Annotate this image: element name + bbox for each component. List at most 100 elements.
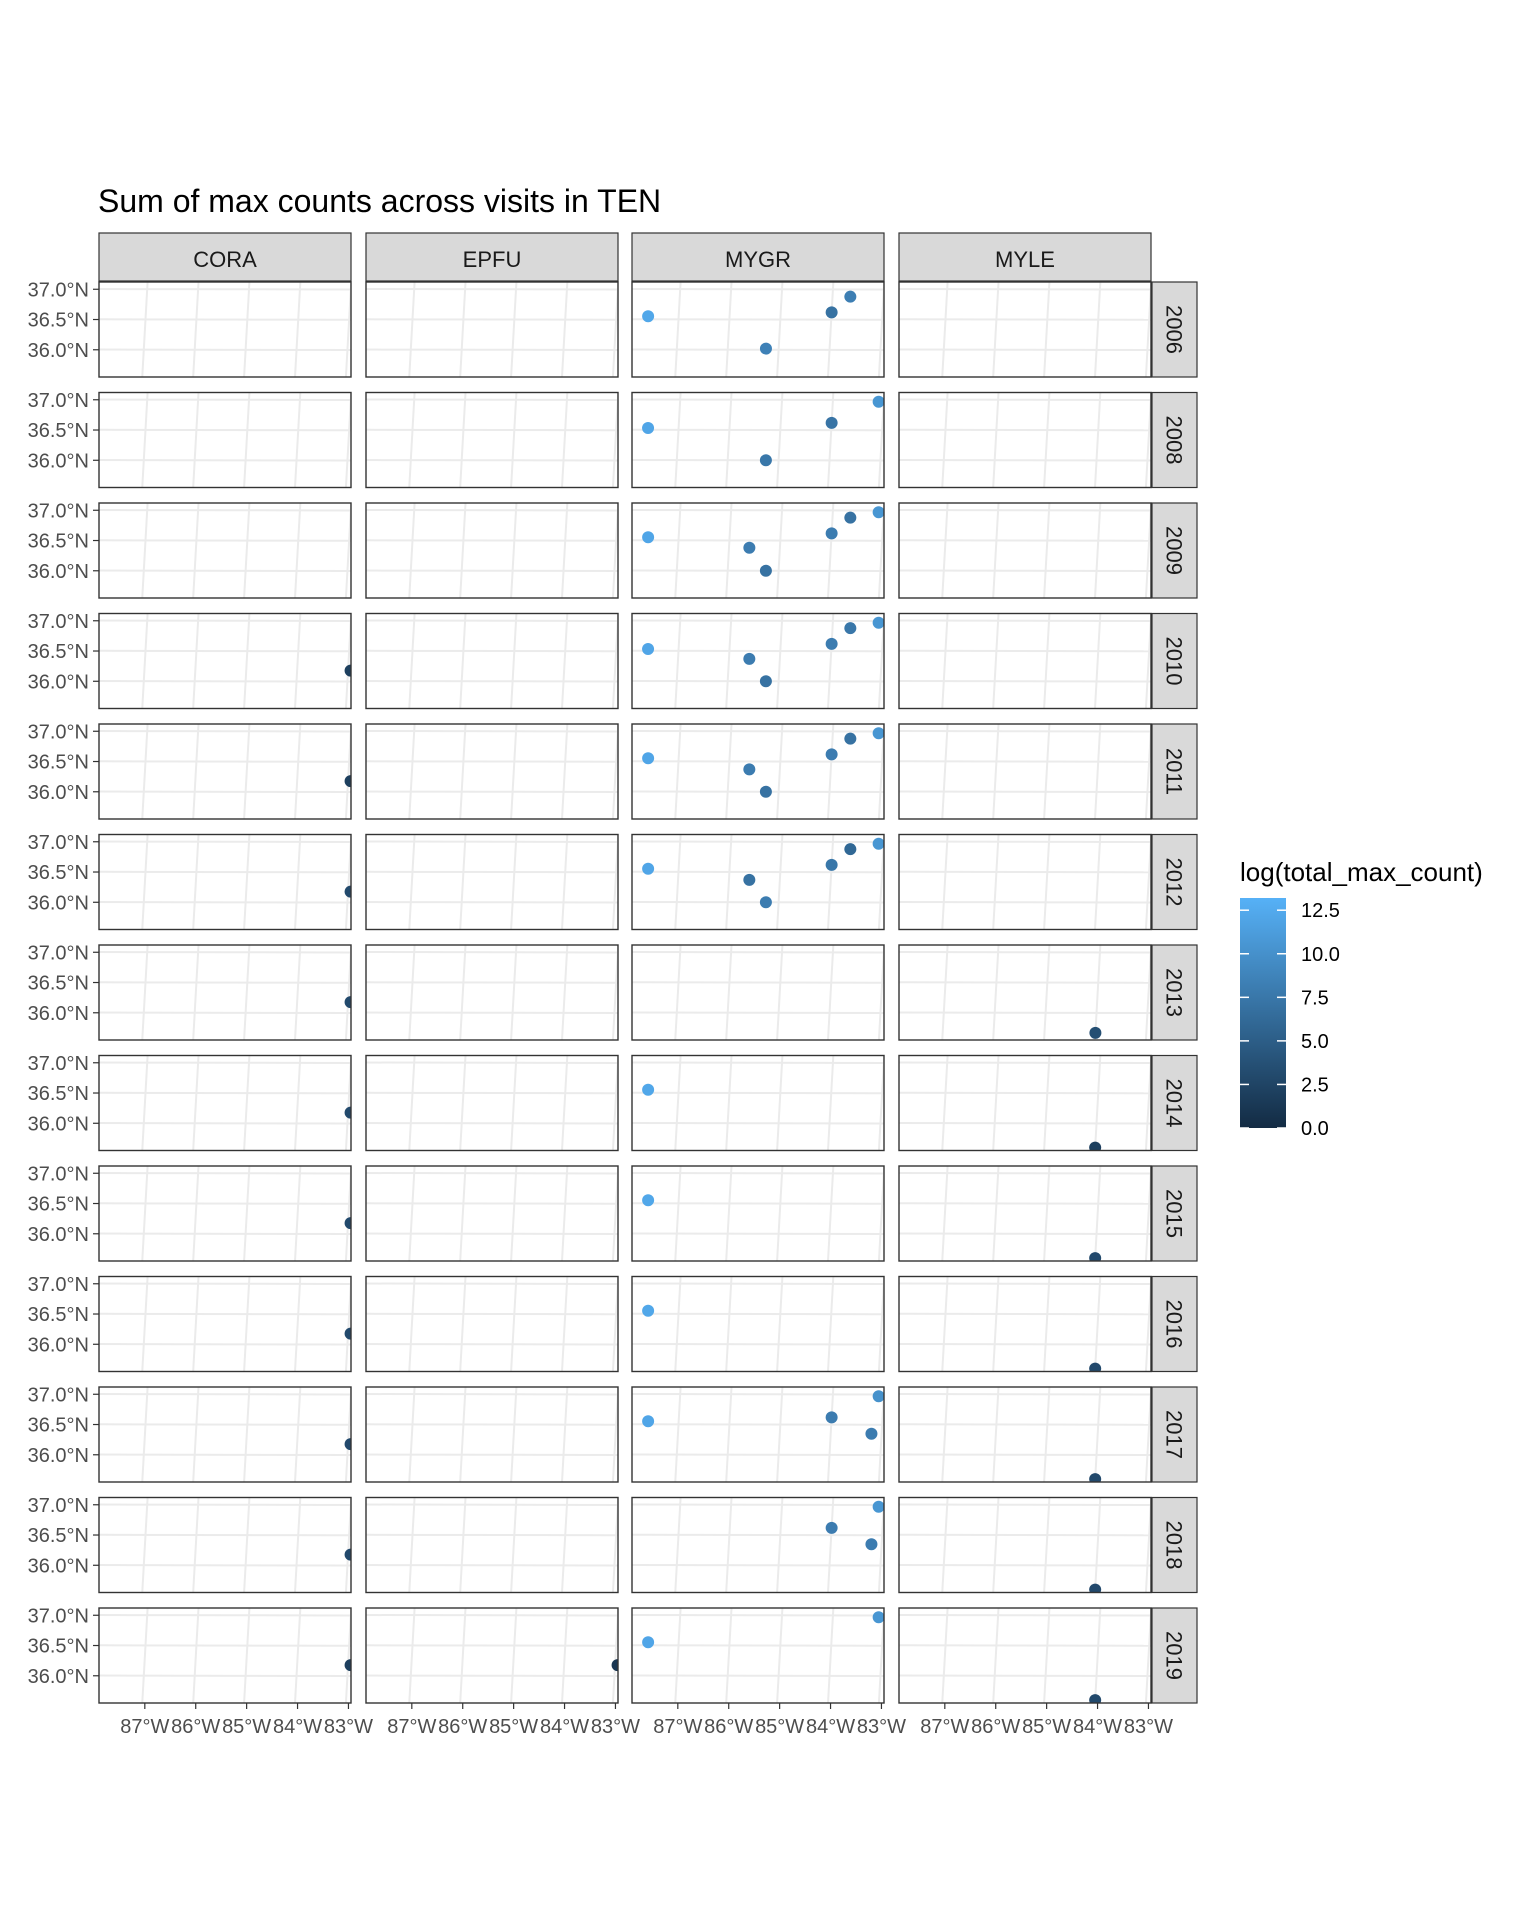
facet-panel-epfu-2017 [366,1387,618,1482]
graticule-parallel [99,730,351,733]
graticule-meridian [561,503,569,598]
graticule-meridian [294,1497,302,1593]
facet-panel-cora-2008 [99,392,351,488]
graticule-meridian [357,1038,364,1171]
panel-border [631,391,885,489]
graticule-meridian [776,1276,784,1372]
graticule-parallel [366,1393,618,1396]
graticule-meridian [192,724,200,819]
graticule-meridian [623,707,630,840]
graticule-parallel [840,380,1196,381]
graticule-meridian [1043,613,1051,709]
panel-border [365,612,619,710]
facet-panel-cora-2006 [99,282,351,377]
graticule-parallel [573,1706,929,1707]
data-point [1089,1252,1102,1261]
data-point [1089,1362,1102,1372]
graticule-meridian [623,1259,630,1392]
data-point [872,727,884,740]
data-point [844,290,857,303]
graticule-parallel [632,1011,884,1014]
graticule-meridian [510,1608,518,1703]
graticule-meridian [243,503,251,598]
panel-border [898,1054,1152,1152]
facet-strip-label: 2013 [1162,968,1187,1017]
graticule-meridian [1043,1387,1051,1482]
x-tick-label: 85°W [222,1716,271,1738]
facet-panel-myle-2009 [899,503,1151,598]
graticule-meridian [294,1166,302,1261]
graticule-meridian [192,613,200,709]
panel-border [98,1607,352,1704]
panel-border [898,612,1152,710]
graticule-meridian [90,486,97,619]
y-tick-label: 37.0°N [28,1163,89,1185]
graticule-meridian [776,1055,784,1151]
graticule-meridian [1043,503,1051,598]
panel-border [898,944,1152,1041]
panel-background [366,1608,618,1703]
graticule-meridian [141,945,149,1040]
facet-panel-epfu-2011 [366,724,618,819]
graticule-meridian [90,596,97,729]
graticule-parallel [307,1153,663,1154]
data-point [743,652,756,665]
graticule-meridian [408,282,416,377]
graticule-meridian [408,945,416,1040]
facet-strip-2008 [1151,391,1198,489]
graticule-parallel [840,1595,1196,1596]
graticule-meridian [776,1497,784,1593]
panel-border [631,833,885,931]
graticule-meridian [674,724,682,819]
graticule-meridian [992,1166,1000,1261]
graticule-meridian [1043,1166,1051,1261]
graticule-parallel [366,1503,618,1506]
panel-border [98,391,352,489]
facet-panel-epfu-2015 [366,1166,618,1261]
panel-border [98,723,352,820]
y-tick-label: 36.5°N [28,862,89,884]
y-tick-label: 37.0°N [28,500,89,522]
data-point [344,1659,351,1672]
graticule-meridian [890,817,897,950]
data-point [825,306,838,319]
facet-panel-mygr-2017 [632,1387,884,1482]
graticule-parallel [899,1674,1151,1677]
y-tick-label: 37.0°N [28,279,89,301]
panel-background [899,1166,1151,1261]
data-point [844,732,857,745]
facet-panel-cora-2009 [90,486,351,619]
panel-background [899,1055,1151,1151]
graticule-meridian [992,945,1000,1040]
graticule-meridian [510,1166,518,1261]
graticule-meridian [1043,1055,1051,1151]
panel-background [632,1387,884,1482]
graticule-meridian [459,1055,467,1151]
graticule-meridian [992,1276,1000,1372]
graticule-parallel [366,1282,618,1285]
graticule-parallel [632,1564,884,1567]
graticule-meridian [459,282,467,377]
facet-panel-cora-2016 [99,1276,351,1372]
panel-background [366,392,618,488]
graticule-parallel [366,348,618,351]
facet-panel-mygr-2012 [632,834,884,930]
graticule-meridian [1043,1497,1051,1593]
graticule-meridian [725,945,733,1040]
facet-panel-epfu-2019 [307,1608,663,1707]
data-point [759,564,772,577]
data-point [872,1390,884,1403]
y-tick-label: 36.5°N [28,420,89,442]
facet-strip-label: MYLE [995,247,1055,272]
graticule-parallel [307,1706,663,1707]
graticule-meridian [357,928,364,1061]
graticule-meridian [192,1276,200,1372]
graticule-parallel [632,870,884,874]
facet-strip-2014 [1151,1054,1198,1152]
graticule-parallel [632,1644,884,1647]
facet-strip-2009 [1151,502,1198,599]
panel-background [632,613,884,709]
graticule-meridian [561,1497,569,1593]
y-tick-label: 36.5°N [28,752,89,774]
data-point [611,1659,618,1672]
